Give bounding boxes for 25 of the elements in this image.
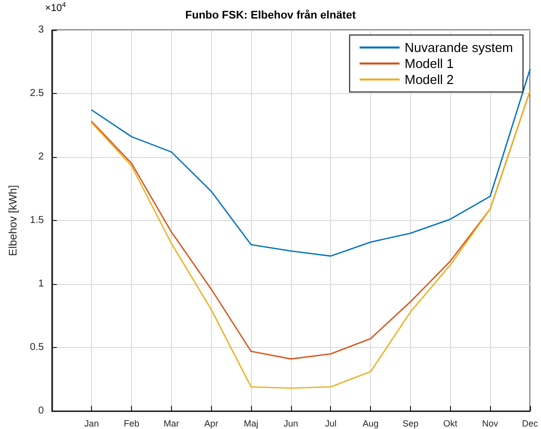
x-tick-label: Okt <box>443 418 458 428</box>
x-tick-label: Jul <box>324 418 337 428</box>
legend-label: Modell 1 <box>404 56 454 71</box>
y-tick-label: 0 <box>38 406 44 416</box>
chart-title: Funbo FSK: Elbehov från elnätet <box>185 8 356 22</box>
legend-label: Nuvarande system <box>404 40 514 55</box>
x-tick-label: Sep <box>402 418 418 428</box>
y-tick-label: 1.5 <box>30 215 44 226</box>
x-tick-label: Dec <box>522 418 538 428</box>
y-tick-label: 0.5 <box>30 342 44 353</box>
x-tick-label: Maj <box>244 418 258 428</box>
y-tick-label: 3 <box>38 24 44 36</box>
y-tick-label: 2 <box>38 152 44 162</box>
y-tick-label: 1 <box>38 278 44 290</box>
x-tick-label: Nov <box>482 418 499 428</box>
x-tick-label: Jun <box>284 418 298 428</box>
x-tick-label: Jan <box>84 418 99 428</box>
x-tick-label: Aug <box>362 418 379 428</box>
line-series <box>91 68 531 257</box>
y-axis-title: Elbehov [kWh] <box>8 185 20 256</box>
x-tick-label: Feb <box>124 418 140 428</box>
x-tick-label: Mar <box>164 418 180 428</box>
y-tick-label: 2.5 <box>30 88 44 99</box>
x-tick-label: Apr <box>204 418 218 428</box>
legend-label: Modell 2 <box>404 72 454 87</box>
